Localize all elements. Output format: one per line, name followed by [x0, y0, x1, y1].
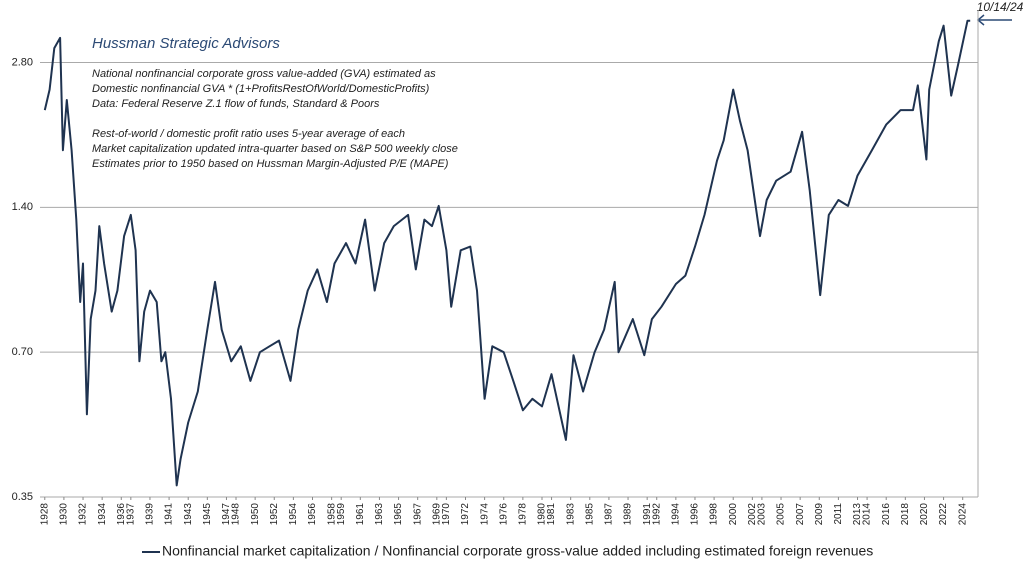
x-tick-label: 1937 [125, 503, 136, 526]
x-tick-label: 1936 [116, 503, 127, 526]
x-tick-label: 1961 [355, 503, 366, 526]
x-tick-label: 1945 [202, 503, 213, 526]
x-tick-label: 1963 [374, 503, 385, 526]
x-tick-label: 1969 [431, 503, 442, 526]
note: Estimates prior to 1950 based on Hussman… [92, 158, 449, 170]
x-tick-label: 2000 [728, 503, 739, 526]
x-tick-label: 1978 [518, 503, 529, 526]
x-tick-label: 1996 [690, 503, 701, 526]
x-tick-label: 1934 [97, 503, 108, 526]
x-tick-label: 1970 [441, 503, 452, 526]
x-tick-label: 2022 [938, 503, 949, 526]
note: National nonfinancial corporate gross va… [92, 68, 436, 80]
note: Rest-of-world / domestic profit ratio us… [92, 128, 405, 140]
x-tick-label: 1956 [307, 503, 318, 526]
x-tick-label: 1965 [393, 503, 404, 526]
x-tick-label: 2024 [957, 503, 968, 526]
x-tick-label: 1932 [78, 503, 89, 526]
x-tick-label: 1994 [670, 503, 681, 526]
x-tick-label: 1952 [269, 503, 280, 526]
x-tick-label: 1967 [412, 503, 423, 526]
note: Market capitalization updated intra-quar… [92, 143, 458, 155]
x-tick-label: 1991 [642, 503, 653, 526]
x-tick-label: 1939 [145, 503, 156, 526]
x-tick-label: 1972 [460, 503, 471, 526]
x-tick-label: 1928 [39, 503, 50, 526]
x-tick-label: 1998 [709, 503, 720, 526]
x-tick-label: 2014 [862, 503, 873, 526]
x-tick-label: 1947 [221, 503, 232, 526]
x-tick-label: 2016 [881, 503, 892, 526]
note: Domestic nonfinancial GVA * (1+ProfitsRe… [92, 83, 430, 95]
chart-title: Hussman Strategic Advisors [92, 35, 280, 52]
x-tick-label: 1930 [59, 503, 70, 526]
y-tick-label: 1.40 [12, 201, 33, 213]
x-tick-label: 2007 [795, 503, 806, 526]
y-tick-label: 0.35 [12, 491, 33, 503]
x-tick-label: 2003 [757, 503, 768, 526]
x-tick-label: 1959 [336, 503, 347, 526]
x-tick-label: 1987 [604, 503, 615, 526]
x-tick-label: 1992 [651, 503, 662, 526]
x-tick-label: 2009 [814, 503, 825, 526]
x-tick-label: 2005 [776, 503, 787, 526]
x-tick-label: 1983 [565, 503, 576, 526]
note: Data: Federal Reserve Z.1 flow of funds,… [92, 98, 380, 110]
x-tick-label: 2018 [900, 503, 911, 526]
x-tick-label: 2013 [852, 503, 863, 526]
y-tick-label: 0.70 [12, 346, 33, 358]
x-tick-label: 1948 [231, 503, 242, 526]
x-tick-label: 1976 [498, 503, 509, 526]
x-tick-label: 1989 [623, 503, 634, 526]
y-tick-label: 2.80 [12, 56, 33, 68]
x-tick-label: 1974 [479, 503, 490, 526]
x-tick-label: 1950 [250, 503, 261, 526]
legend-label: Nonfinancial market capitalization / Non… [162, 543, 873, 559]
x-tick-label: 1981 [546, 503, 557, 526]
x-tick-label: 1980 [537, 503, 548, 526]
x-tick-label: 1954 [288, 503, 299, 526]
annotation: 10/14/24 [977, 0, 1024, 14]
x-tick-label: 1941 [164, 503, 175, 526]
x-tick-label: 2020 [919, 503, 930, 526]
x-tick-label: 1958 [326, 503, 337, 526]
x-tick-label: 2002 [747, 503, 758, 526]
x-tick-label: 2011 [833, 503, 844, 525]
series-line [43, 19, 971, 487]
x-tick-label: 1985 [584, 503, 595, 526]
x-tick-label: 1943 [183, 503, 194, 526]
